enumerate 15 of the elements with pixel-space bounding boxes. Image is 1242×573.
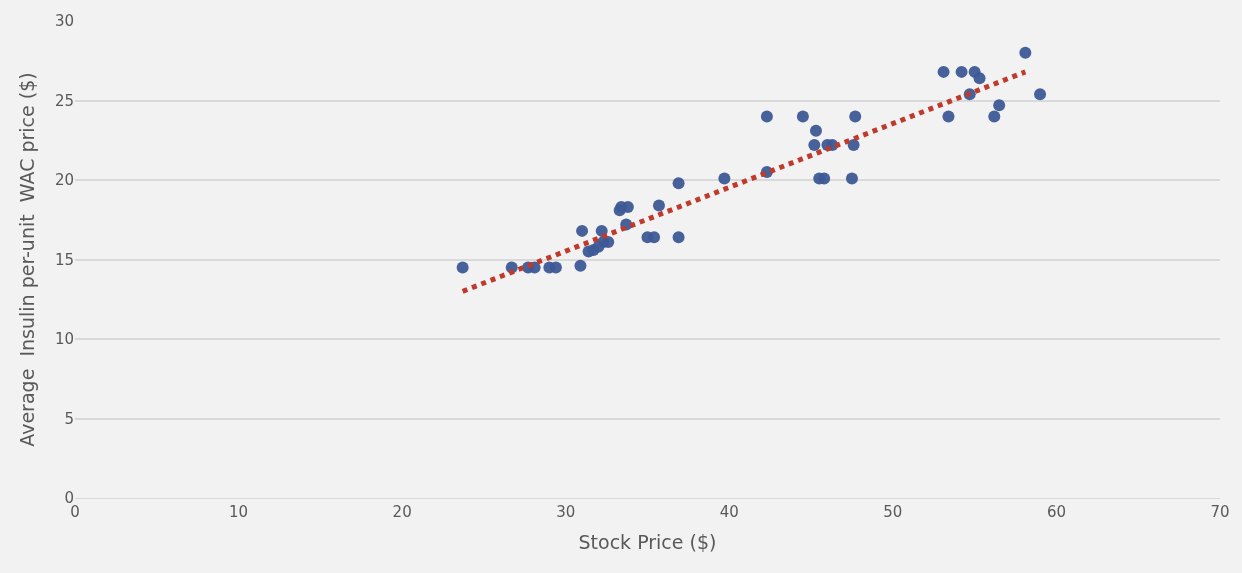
- y-tick-label: 10: [54, 330, 74, 349]
- y-tick-label: 15: [54, 250, 74, 269]
- y-axis-title: Average Insulin per-unit WAC price ($): [15, 72, 38, 447]
- y-tick-label: 25: [54, 91, 74, 110]
- x-tick-label: 50: [883, 503, 903, 521]
- x-tick-label: 30: [556, 503, 576, 521]
- x-tick-label: 20: [392, 503, 412, 521]
- x-axis-title: Stock Price ($): [578, 530, 717, 553]
- x-tick-label: 70: [1210, 503, 1230, 521]
- y-tick-label: 30: [54, 12, 74, 31]
- y-tick-label: 5: [64, 409, 74, 428]
- x-tick-label: 40: [719, 503, 739, 521]
- y-tick-label: 20: [54, 171, 74, 190]
- x-tick-label: 60: [1046, 503, 1066, 521]
- x-tick-label: 10: [229, 503, 249, 521]
